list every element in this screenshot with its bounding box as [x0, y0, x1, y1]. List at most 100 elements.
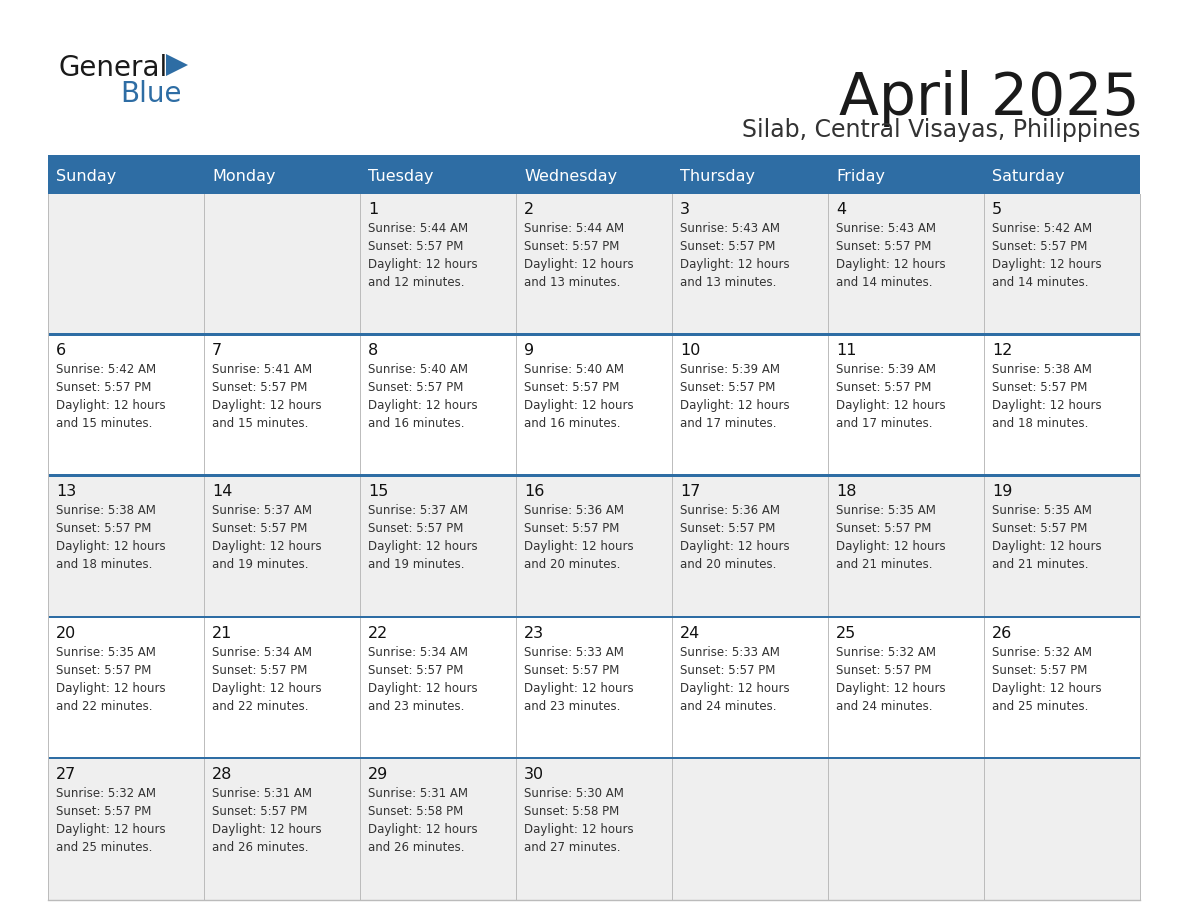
Text: Sunset: 5:57 PM: Sunset: 5:57 PM — [56, 805, 151, 818]
Text: Thursday: Thursday — [680, 169, 756, 184]
Text: 20: 20 — [56, 625, 76, 641]
Text: Sunset: 5:57 PM: Sunset: 5:57 PM — [368, 522, 463, 535]
Text: Sunset: 5:57 PM: Sunset: 5:57 PM — [56, 381, 151, 394]
Text: Daylight: 12 hours: Daylight: 12 hours — [992, 399, 1101, 412]
Text: and 13 minutes.: and 13 minutes. — [680, 276, 777, 289]
Text: and 18 minutes.: and 18 minutes. — [56, 558, 152, 571]
Text: 1: 1 — [368, 202, 378, 217]
Text: 2: 2 — [524, 202, 535, 217]
Text: Daylight: 12 hours: Daylight: 12 hours — [836, 258, 946, 271]
Text: Sunrise: 5:31 AM: Sunrise: 5:31 AM — [368, 787, 468, 800]
Text: Sunset: 5:57 PM: Sunset: 5:57 PM — [836, 522, 931, 535]
Bar — [48, 335, 1140, 476]
Text: 12: 12 — [992, 343, 1012, 358]
Text: Sunrise: 5:41 AM: Sunrise: 5:41 AM — [211, 364, 312, 376]
Text: Silab, Central Visayas, Philippines: Silab, Central Visayas, Philippines — [741, 118, 1140, 142]
Text: Sunset: 5:57 PM: Sunset: 5:57 PM — [992, 522, 1087, 535]
Bar — [48, 756, 1140, 759]
Text: Sunrise: 5:34 AM: Sunrise: 5:34 AM — [211, 645, 312, 658]
Text: Sunset: 5:57 PM: Sunset: 5:57 PM — [836, 381, 931, 394]
Bar — [48, 759, 1140, 900]
Text: Daylight: 12 hours: Daylight: 12 hours — [368, 541, 478, 554]
Text: 13: 13 — [56, 485, 76, 499]
Text: and 23 minutes.: and 23 minutes. — [368, 700, 465, 712]
Text: Sunset: 5:57 PM: Sunset: 5:57 PM — [836, 664, 931, 677]
Text: 27: 27 — [56, 767, 76, 782]
Text: Sunset: 5:57 PM: Sunset: 5:57 PM — [992, 664, 1087, 677]
Text: 17: 17 — [680, 485, 701, 499]
Text: Sunset: 5:57 PM: Sunset: 5:57 PM — [680, 381, 776, 394]
Text: 11: 11 — [836, 343, 857, 358]
Text: Sunset: 5:57 PM: Sunset: 5:57 PM — [680, 240, 776, 253]
Text: Sunrise: 5:33 AM: Sunrise: 5:33 AM — [680, 645, 779, 658]
Text: Sunrise: 5:31 AM: Sunrise: 5:31 AM — [211, 787, 312, 800]
Text: 24: 24 — [680, 625, 700, 641]
Text: Daylight: 12 hours: Daylight: 12 hours — [56, 541, 165, 554]
Text: 8: 8 — [368, 343, 378, 358]
Text: 25: 25 — [836, 625, 857, 641]
Text: Daylight: 12 hours: Daylight: 12 hours — [836, 399, 946, 412]
Text: Sunrise: 5:32 AM: Sunrise: 5:32 AM — [992, 645, 1092, 658]
Text: and 13 minutes.: and 13 minutes. — [524, 276, 620, 289]
Text: Sunrise: 5:43 AM: Sunrise: 5:43 AM — [680, 222, 781, 235]
Text: Monday: Monday — [211, 169, 276, 184]
Bar — [48, 475, 1140, 476]
Text: and 16 minutes.: and 16 minutes. — [368, 417, 465, 431]
Text: Sunday: Sunday — [56, 169, 116, 184]
Text: 16: 16 — [524, 485, 544, 499]
Text: Daylight: 12 hours: Daylight: 12 hours — [524, 823, 633, 835]
Text: 18: 18 — [836, 485, 857, 499]
Text: Sunrise: 5:37 AM: Sunrise: 5:37 AM — [211, 504, 312, 518]
Text: and 14 minutes.: and 14 minutes. — [992, 276, 1088, 289]
Text: Sunset: 5:57 PM: Sunset: 5:57 PM — [368, 664, 463, 677]
Text: Daylight: 12 hours: Daylight: 12 hours — [524, 541, 633, 554]
Text: Daylight: 12 hours: Daylight: 12 hours — [211, 541, 322, 554]
Text: Daylight: 12 hours: Daylight: 12 hours — [992, 681, 1101, 695]
Text: Sunrise: 5:32 AM: Sunrise: 5:32 AM — [836, 645, 936, 658]
Text: and 18 minutes.: and 18 minutes. — [992, 417, 1088, 431]
Text: Sunrise: 5:38 AM: Sunrise: 5:38 AM — [56, 504, 156, 518]
Text: and 19 minutes.: and 19 minutes. — [211, 558, 309, 571]
Text: 28: 28 — [211, 767, 233, 782]
Text: and 27 minutes.: and 27 minutes. — [524, 841, 620, 854]
Text: 26: 26 — [992, 625, 1012, 641]
Text: Sunset: 5:57 PM: Sunset: 5:57 PM — [56, 664, 151, 677]
Text: and 25 minutes.: and 25 minutes. — [56, 841, 152, 854]
Text: and 15 minutes.: and 15 minutes. — [56, 417, 152, 431]
Polygon shape — [166, 54, 188, 76]
Text: Daylight: 12 hours: Daylight: 12 hours — [368, 258, 478, 271]
Text: 29: 29 — [368, 767, 388, 782]
Text: Daylight: 12 hours: Daylight: 12 hours — [524, 399, 633, 412]
Text: and 20 minutes.: and 20 minutes. — [680, 558, 777, 571]
Text: and 24 minutes.: and 24 minutes. — [680, 700, 777, 712]
Text: 9: 9 — [524, 343, 535, 358]
Text: Daylight: 12 hours: Daylight: 12 hours — [211, 823, 322, 835]
Text: Daylight: 12 hours: Daylight: 12 hours — [680, 541, 790, 554]
Text: Daylight: 12 hours: Daylight: 12 hours — [368, 823, 478, 835]
Text: Sunset: 5:57 PM: Sunset: 5:57 PM — [524, 240, 619, 253]
Text: Sunset: 5:57 PM: Sunset: 5:57 PM — [680, 522, 776, 535]
Text: Sunrise: 5:30 AM: Sunrise: 5:30 AM — [524, 787, 624, 800]
Text: and 12 minutes.: and 12 minutes. — [368, 276, 465, 289]
Text: Sunrise: 5:32 AM: Sunrise: 5:32 AM — [56, 787, 156, 800]
Text: Sunrise: 5:34 AM: Sunrise: 5:34 AM — [368, 645, 468, 658]
Text: Sunrise: 5:44 AM: Sunrise: 5:44 AM — [368, 222, 468, 235]
Bar — [48, 194, 1140, 335]
Text: and 26 minutes.: and 26 minutes. — [368, 841, 465, 854]
Text: 30: 30 — [524, 767, 544, 782]
Bar — [48, 618, 1140, 759]
Text: Sunset: 5:58 PM: Sunset: 5:58 PM — [368, 805, 463, 818]
Text: 5: 5 — [992, 202, 1003, 217]
Text: Sunrise: 5:35 AM: Sunrise: 5:35 AM — [836, 504, 936, 518]
Text: Daylight: 12 hours: Daylight: 12 hours — [56, 399, 165, 412]
Text: 15: 15 — [368, 485, 388, 499]
Text: Sunrise: 5:36 AM: Sunrise: 5:36 AM — [524, 504, 624, 518]
Text: Sunrise: 5:35 AM: Sunrise: 5:35 AM — [56, 645, 156, 658]
Text: Sunset: 5:57 PM: Sunset: 5:57 PM — [368, 381, 463, 394]
Text: Sunset: 5:58 PM: Sunset: 5:58 PM — [524, 805, 619, 818]
Bar — [48, 155, 1140, 158]
Text: Sunset: 5:57 PM: Sunset: 5:57 PM — [524, 664, 619, 677]
Text: Sunrise: 5:39 AM: Sunrise: 5:39 AM — [836, 364, 936, 376]
Text: Sunset: 5:57 PM: Sunset: 5:57 PM — [211, 805, 308, 818]
Bar — [0, 0, 1188, 158]
